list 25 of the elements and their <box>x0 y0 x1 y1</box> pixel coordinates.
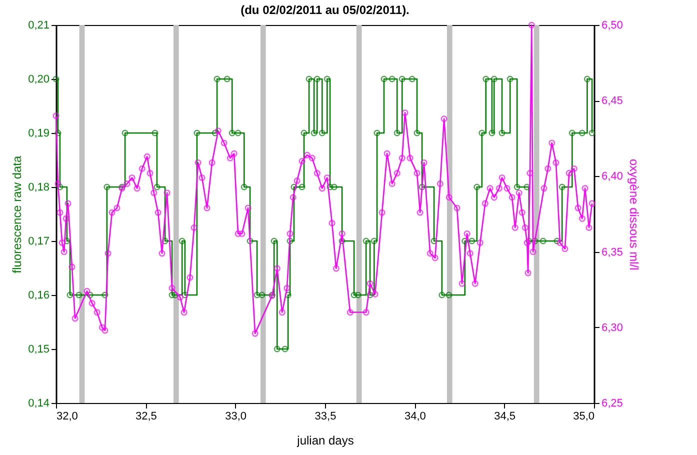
x-tick-label: 33,5 <box>314 410 336 422</box>
y2-tick-label: 6,25 <box>602 398 623 410</box>
x-axis-title: julian days <box>296 434 354 448</box>
y2-tick-label: 6,45 <box>602 95 623 108</box>
y-axis-title: fluorescence raw data <box>10 155 24 274</box>
x-tick-label: 33,0 <box>225 410 247 422</box>
chart-title: (du 02/02/2011 au 05/02/2011). <box>240 3 410 17</box>
y-tick-label: 0,19 <box>28 128 50 140</box>
x-tick-label: 34,5 <box>494 410 516 422</box>
y-tick-label: 0,17 <box>28 236 50 248</box>
y2-tick-label: 6,40 <box>602 170 623 183</box>
y-tick-label: 0,20 <box>28 74 50 86</box>
y-tick-label: 0,16 <box>28 290 50 302</box>
y2-tick-label: 6,50 <box>602 20 623 32</box>
x-tick-label: 32,5 <box>135 410 157 422</box>
y-tick-label: 0,14 <box>28 398 50 410</box>
y-tick-label: 0,18 <box>28 182 50 194</box>
x-tick-label: 35,0 <box>573 410 594 422</box>
y2-tick-label: 6,30 <box>602 322 623 334</box>
x-tick-label: 32,0 <box>56 410 78 422</box>
y2-tick-label: 6,35 <box>602 246 623 258</box>
x-tick-label: 34,0 <box>404 410 426 422</box>
y2-axis-title: oxygène dissous ml/l <box>626 158 641 270</box>
y-tick-label: 0,21 <box>28 20 50 32</box>
y-tick-label: 0,15 <box>28 344 50 356</box>
